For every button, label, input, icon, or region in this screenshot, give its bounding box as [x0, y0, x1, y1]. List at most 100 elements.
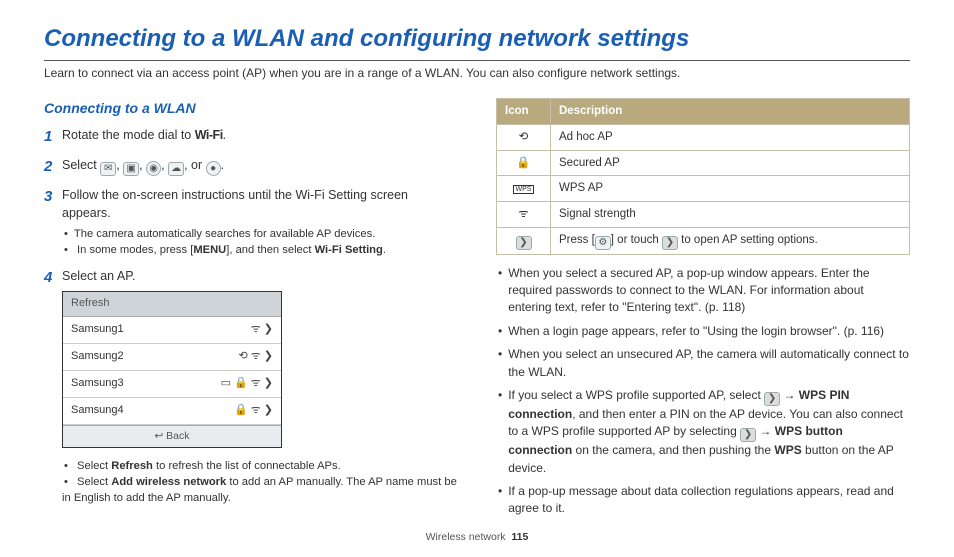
- t: If you select a WPS profile supported AP…: [508, 387, 910, 477]
- ap-list-mock: Refresh Samsung1 ᯤ❯ Samsung2 ⟲ᯤ❯ Samsung…: [62, 291, 282, 448]
- step-number: 4: [44, 267, 62, 507]
- t: Select: [77, 476, 111, 488]
- t: If a pop-up message about data collectio…: [508, 483, 910, 518]
- desc-cell: Signal strength: [551, 201, 910, 227]
- t: When you select an unsecured AP, the cam…: [508, 346, 910, 381]
- refresh-label: Refresh: [111, 460, 153, 472]
- step-4: 4 Select an AP. Refresh Samsung1 ᯤ❯ Sams…: [44, 267, 458, 507]
- th-icon: Icon: [497, 99, 551, 125]
- ap-name: Samsung1: [71, 322, 124, 338]
- bullet: When a login page appears, refer to "Usi…: [496, 323, 910, 340]
- icon-cell: 🔒: [497, 150, 551, 176]
- table-row: ⟲ Ad hoc AP: [497, 124, 910, 150]
- settings-icon: ⚙: [595, 236, 611, 250]
- ap-name: Samsung3: [71, 376, 124, 392]
- ap-name: Samsung2: [71, 349, 124, 365]
- chevron-right-icon: ❯: [662, 236, 678, 250]
- step-body: Select ✉, ▣, ◉, ☁, or ●.: [62, 156, 458, 178]
- adhoc-icon: ⟲: [239, 349, 248, 365]
- ap-row-icons: 🔒ᯤ❯: [234, 403, 273, 419]
- ap-list-header: Refresh: [63, 292, 281, 317]
- page-subtitle: Learn to connect via an access point (AP…: [44, 65, 910, 82]
- step-body: Rotate the mode dial to Wi-Fi.: [62, 126, 458, 148]
- step-number: 3: [44, 186, 62, 259]
- t: Select: [77, 460, 111, 472]
- step-text: Select: [62, 158, 100, 172]
- ap-row: Samsung3 ▭🔒ᯤ❯: [63, 371, 281, 398]
- t: to open AP setting options.: [678, 234, 818, 246]
- t: to refresh the list of connectable APs.: [153, 460, 341, 472]
- step-text: .: [223, 128, 226, 142]
- table-row: ❯ Press [⚙] or touch ❯ to open AP settin…: [497, 227, 910, 254]
- bullet: If a pop-up message about data collectio…: [496, 483, 910, 518]
- mode-icon: ●: [206, 161, 221, 176]
- after-list-bullets: Select Refresh to refresh the list of co…: [62, 458, 458, 507]
- chevron-right-icon: ❯: [264, 376, 273, 392]
- add-network-label: Add wireless network: [111, 476, 226, 488]
- step-body: Follow the on-screen instructions until …: [62, 186, 458, 259]
- step-2: 2 Select ✉, ▣, ◉, ☁, or ●.: [44, 156, 458, 178]
- footer-section: Wireless network: [426, 531, 506, 543]
- ap-row-icons: ᯤ❯: [251, 322, 273, 338]
- step-body: Select an AP. Refresh Samsung1 ᯤ❯ Samsun…: [62, 267, 458, 507]
- step-3: 3 Follow the on-screen instructions unti…: [44, 186, 458, 259]
- mode-icon: ▣: [123, 162, 139, 176]
- icon-cell: ᯤ: [497, 201, 551, 227]
- section-title: Connecting to a WLAN: [44, 98, 458, 118]
- adhoc-icon: ⟲: [519, 131, 529, 143]
- table-row: 🔒 Secured AP: [497, 150, 910, 176]
- page-title: Connecting to a WLAN and configuring net…: [44, 22, 910, 57]
- step-text: Follow the on-screen instructions until …: [62, 188, 408, 220]
- sub-bullet: In some modes, press [MENU], and then se…: [62, 242, 458, 258]
- sub-bullets: The camera automatically searches for av…: [62, 226, 458, 258]
- sep: .: [221, 158, 224, 172]
- ap-row-icons: ▭🔒ᯤ❯: [221, 376, 273, 392]
- chevron-right-icon: ❯: [264, 403, 273, 419]
- ap-row-icons: ⟲ᯤ❯: [239, 349, 273, 365]
- steps-list: 1 Rotate the mode dial to Wi-Fi. 2 Selec…: [44, 126, 458, 506]
- table-header-row: Icon Description: [497, 99, 910, 125]
- desc-cell: Ad hoc AP: [551, 124, 910, 150]
- chevron-right-icon: ❯: [764, 392, 780, 406]
- wifi-icon: ᯤ: [251, 322, 261, 338]
- desc-cell: WPS AP: [551, 176, 910, 202]
- step-text: Select an AP.: [62, 269, 135, 283]
- desc-cell: Press [⚙] or touch ❯ to open AP setting …: [551, 227, 910, 254]
- lock-icon: 🔒: [234, 403, 248, 419]
- wifi-icon: ᯤ: [251, 349, 261, 365]
- t: on the camera, and then pushing the: [572, 443, 774, 457]
- icon-cell: ❯: [497, 227, 551, 254]
- step-1: 1 Rotate the mode dial to Wi-Fi.: [44, 126, 458, 148]
- wifi-setting-label: Wi-Fi Setting: [315, 244, 383, 256]
- lock-icon: 🔒: [234, 376, 248, 392]
- right-bullets: When you select a secured AP, a pop-up w…: [496, 265, 910, 518]
- page-footer: Wireless network 115: [0, 530, 954, 545]
- title-rule: [44, 60, 910, 61]
- t: ] or touch: [611, 234, 662, 246]
- wifi-icon: ᯤ: [518, 208, 529, 220]
- right-column: Icon Description ⟲ Ad hoc AP 🔒 Secured A…: [496, 98, 910, 524]
- mode-icon: ✉: [100, 162, 116, 176]
- bullet: When you select a secured AP, a pop-up w…: [496, 265, 910, 317]
- icon-cell: WPS: [497, 176, 551, 202]
- t: If you select a WPS profile supported AP…: [508, 388, 764, 402]
- wps-icon: WPS: [513, 185, 535, 194]
- two-column-layout: Connecting to a WLAN 1 Rotate the mode d…: [44, 98, 910, 524]
- mode-icon: ◉: [146, 161, 161, 176]
- ap-row: Samsung1 ᯤ❯: [63, 317, 281, 344]
- ap-name: Samsung4: [71, 403, 124, 419]
- ap-row: Samsung2 ⟲ᯤ❯: [63, 344, 281, 371]
- chevron-right-icon: ❯: [264, 349, 273, 365]
- bullet: When you select an unsecured AP, the cam…: [496, 346, 910, 381]
- table-row: WPS WPS AP: [497, 176, 910, 202]
- menu-label: MENU: [193, 244, 226, 256]
- chevron-right-icon: ❯: [516, 236, 532, 250]
- wifi-icon: ᯤ: [251, 403, 261, 419]
- ap-list-footer: ↩ Back: [63, 425, 281, 447]
- t: ], and then select: [226, 244, 314, 256]
- left-column: Connecting to a WLAN 1 Rotate the mode d…: [44, 98, 458, 524]
- t: →: [780, 388, 799, 402]
- bullet: Select Refresh to refresh the list of co…: [62, 458, 458, 474]
- step-number: 1: [44, 126, 62, 148]
- t: When you select a secured AP, a pop-up w…: [508, 265, 910, 317]
